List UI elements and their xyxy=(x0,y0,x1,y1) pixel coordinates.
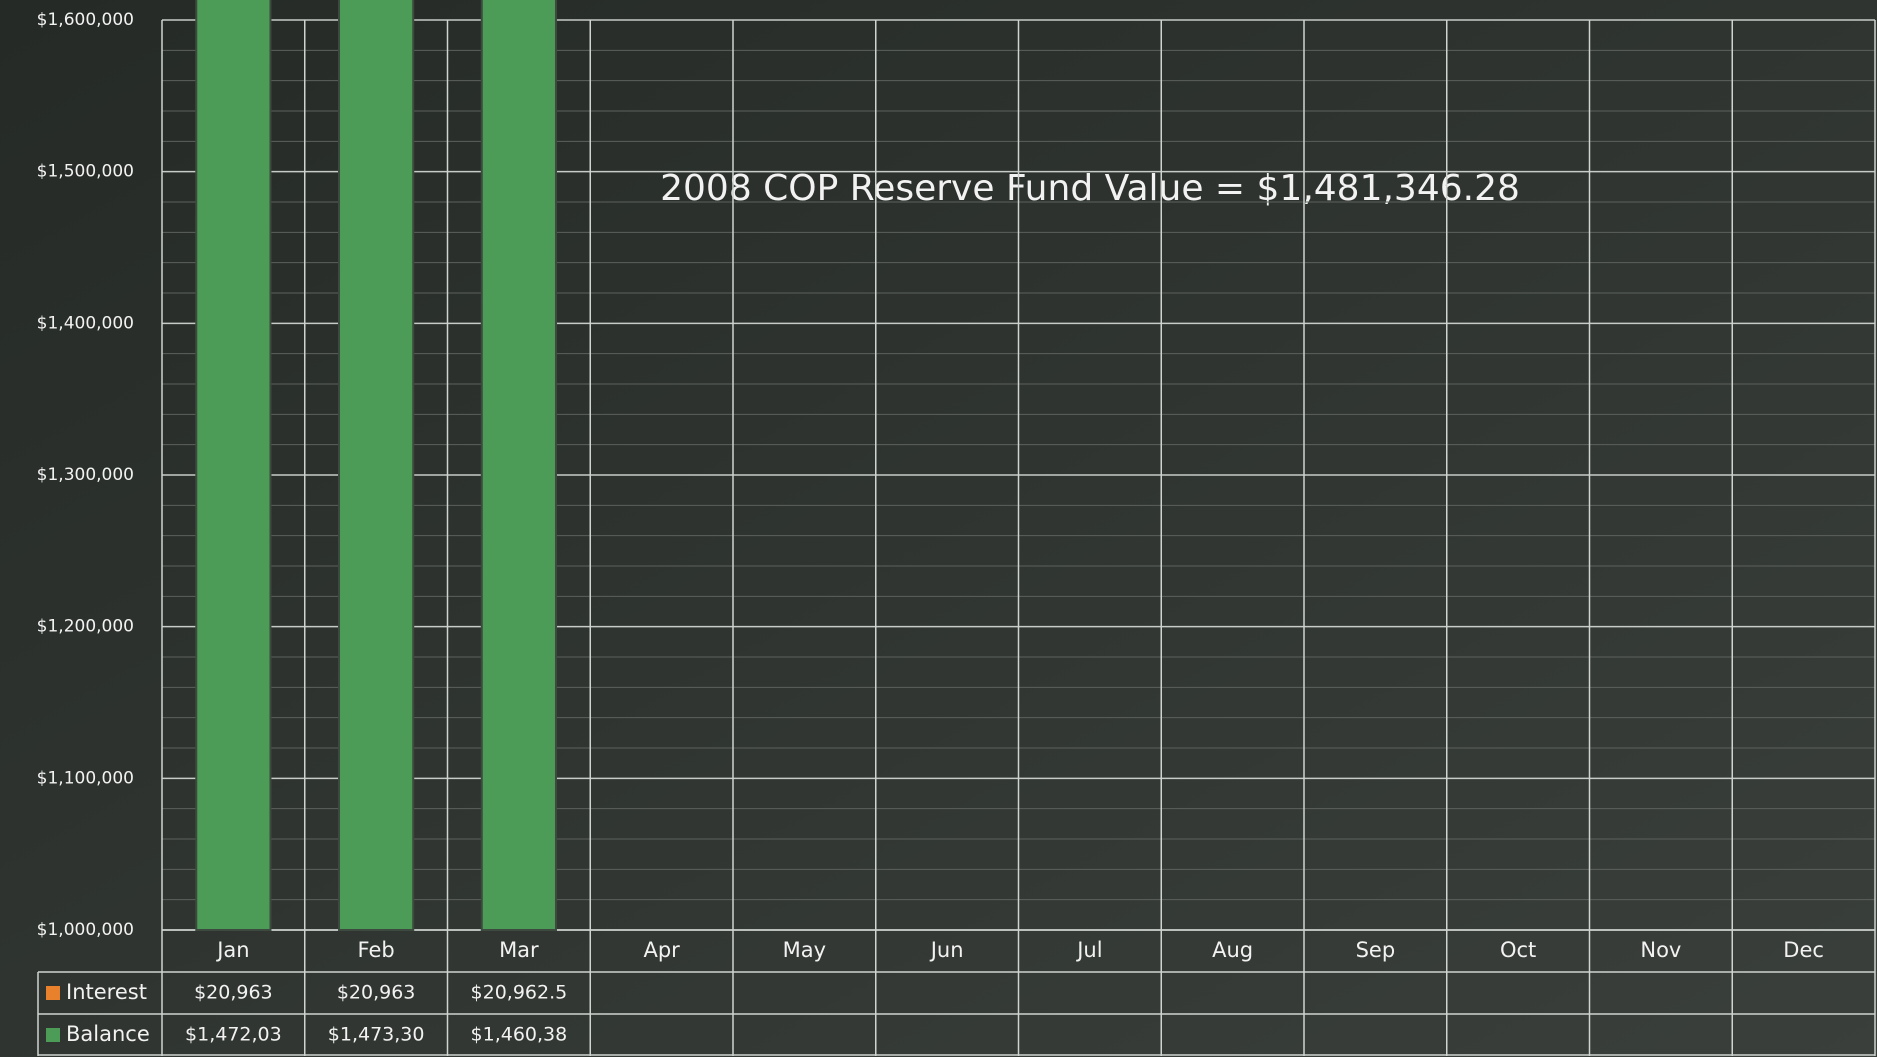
legend-label: Interest xyxy=(66,980,147,1004)
legend-label: Balance xyxy=(66,1022,150,1046)
table-cell: $20,963 xyxy=(337,982,416,1004)
x-tick-label: Mar xyxy=(499,938,539,962)
x-tick-label: Oct xyxy=(1500,938,1536,962)
table-cell: $1,460,38 xyxy=(471,1024,568,1046)
y-tick-label: $1,300,000 xyxy=(37,465,134,485)
y-tick-label: $1,600,000 xyxy=(37,10,134,30)
legend-swatch xyxy=(46,986,60,1000)
x-tick-label: Nov xyxy=(1640,938,1681,962)
x-tick-label: Apr xyxy=(643,938,680,962)
y-tick-label: $1,100,000 xyxy=(37,768,134,788)
x-tick-label: Jun xyxy=(929,938,964,962)
y-tick-label: $1,400,000 xyxy=(37,313,134,333)
y-tick-label: $1,000,000 xyxy=(37,920,134,940)
x-tick-label: Jul xyxy=(1075,938,1102,962)
bar-segment xyxy=(195,0,272,931)
y-tick-label: $1,500,000 xyxy=(37,162,134,182)
bar-segment xyxy=(338,0,415,931)
x-tick-label: Aug xyxy=(1212,938,1253,962)
x-tick-label: May xyxy=(783,938,826,962)
x-tick-label: Dec xyxy=(1783,938,1824,962)
annotation: 2008 COP Reserve Fund Value = $1,481,346… xyxy=(660,168,1520,209)
table-cell: $1,473,30 xyxy=(328,1024,425,1046)
y-tick-label: $1,200,000 xyxy=(37,617,134,637)
table-cell: $20,963 xyxy=(194,982,273,1004)
x-tick-label: Feb xyxy=(358,938,395,962)
bar-segment xyxy=(480,0,557,931)
x-tick-label: Jan xyxy=(215,938,249,962)
table-cell: $1,472,03 xyxy=(185,1024,282,1046)
table-cell: $20,962.5 xyxy=(471,982,568,1004)
x-tick-label: Sep xyxy=(1356,938,1396,962)
legend-swatch xyxy=(46,1028,60,1042)
